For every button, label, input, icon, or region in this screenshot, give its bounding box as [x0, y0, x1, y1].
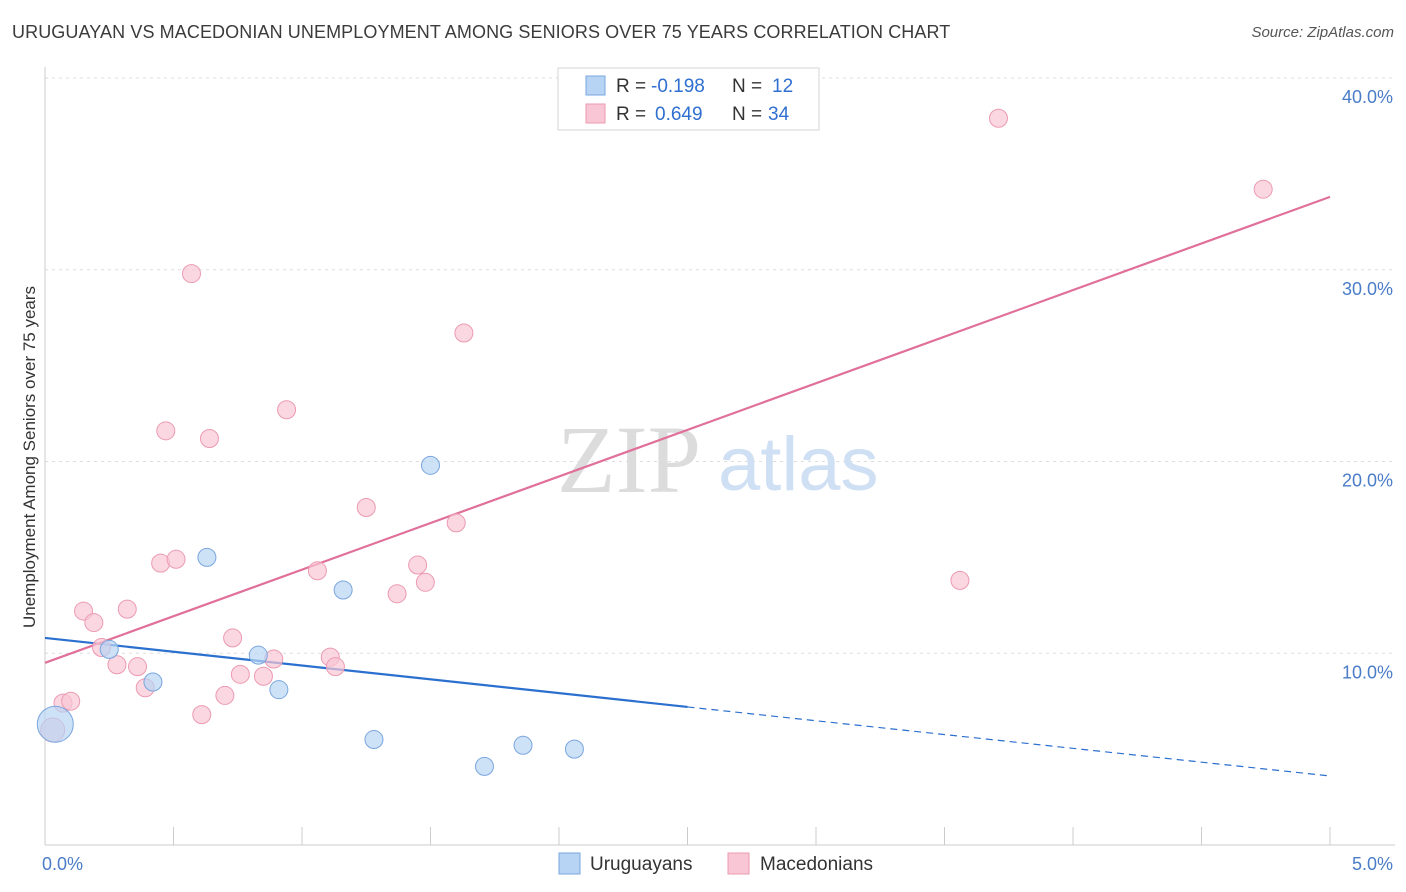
point-macedonians-14 [192, 705, 212, 725]
legend-n-label-0: N = [732, 76, 762, 97]
point-macedonians-27 [408, 555, 428, 575]
point-uruguayans-7 [364, 730, 384, 750]
point-macedonians-32 [988, 108, 1008, 128]
legend-n-value-1: 34 [768, 104, 790, 125]
point-macedonians-28 [415, 572, 435, 592]
legend-n-label-1: N = [732, 104, 762, 125]
legend-n-value-0: 12 [772, 76, 793, 97]
series-legend-swatch-uruguayans [558, 852, 581, 875]
series-legend-label-macedonians: Macedonians [760, 854, 873, 875]
grid-lines [45, 77, 1395, 654]
point-uruguayans-6 [333, 580, 353, 600]
trend-line-macedonians [44, 195, 1331, 664]
y-tick-label-1: 20.0% [1342, 471, 1393, 491]
y-tick-label-0: 10.0% [1342, 662, 1393, 682]
point-macedonians-26 [387, 584, 407, 604]
point-macedonians-7 [117, 599, 137, 619]
legend-r-value-1: 0.649 [655, 104, 703, 125]
point-macedonians-18 [230, 664, 250, 684]
y-axis-title: Unemployment Among Seniors over 75 years [20, 286, 39, 628]
point-macedonians-17 [223, 628, 243, 648]
series-legend-label-uruguayans: Uruguayans [590, 854, 692, 875]
legend-swatch-macedonians [585, 103, 606, 124]
point-uruguayans-3 [197, 547, 217, 567]
trend-lines [44, 195, 1331, 777]
data-points [36, 108, 1273, 776]
legend-r-value-0: -0.198 [651, 76, 705, 97]
watermark: ZIP atlas [557, 406, 879, 513]
x-tick-label-0: 0.0% [42, 854, 83, 874]
point-macedonians-21 [277, 400, 297, 420]
point-macedonians-29 [446, 513, 466, 533]
point-macedonians-22 [307, 561, 327, 581]
series-legend-swatch-macedonians [727, 852, 750, 875]
legend-r-label-0: R = [616, 76, 646, 97]
point-macedonians-16 [215, 685, 235, 705]
source-label: Source: ZipAtlas.com [1251, 24, 1394, 41]
x-tick-label-1: 5.0% [1352, 854, 1393, 874]
point-macedonians-25 [356, 498, 376, 518]
point-macedonians-33 [1253, 179, 1273, 199]
legend-r-label-1: R = [616, 104, 646, 125]
point-macedonians-4 [84, 613, 104, 633]
correlation-legend: R = -0.198 N = 12 R = 0.649 N = 34 [557, 67, 820, 131]
point-macedonians-19 [253, 666, 273, 686]
point-macedonians-15 [199, 428, 219, 448]
point-macedonians-2 [61, 691, 81, 711]
point-macedonians-8 [128, 657, 148, 677]
y-tick-label-2: 30.0% [1342, 279, 1393, 299]
trend-line-uruguayans-extension [687, 706, 1331, 777]
point-uruguayans-8 [421, 455, 440, 475]
point-uruguayans-4 [248, 645, 268, 665]
point-uruguayans-2 [143, 672, 163, 692]
series-legend: Uruguayans Macedonians [558, 852, 873, 875]
trend-line-uruguayans [44, 636, 688, 709]
y-tick-label-3: 40.0% [1342, 87, 1393, 107]
tick-labels: 10.0% 20.0% 30.0% 40.0% 0.0% 5.0% [42, 87, 1393, 874]
watermark-atlas: atlas [718, 422, 879, 507]
point-macedonians-6 [107, 655, 127, 675]
point-uruguayans-11 [564, 739, 584, 759]
point-macedonians-11 [156, 421, 176, 441]
point-uruguayans-1 [99, 639, 119, 659]
point-macedonians-24 [325, 657, 345, 677]
watermark-zip: ZIP [557, 406, 701, 513]
point-uruguayans-0 [36, 705, 74, 743]
point-macedonians-13 [181, 264, 201, 284]
chart-title: URUGUAYAN VS MACEDONIAN UNEMPLOYMENT AMO… [12, 22, 951, 42]
point-macedonians-31 [950, 570, 970, 590]
point-macedonians-30 [454, 323, 474, 343]
point-uruguayans-9 [474, 756, 494, 776]
point-macedonians-12 [166, 549, 186, 569]
legend-swatch-uruguayans [585, 75, 606, 96]
point-uruguayans-5 [269, 680, 289, 700]
point-uruguayans-10 [513, 735, 533, 755]
